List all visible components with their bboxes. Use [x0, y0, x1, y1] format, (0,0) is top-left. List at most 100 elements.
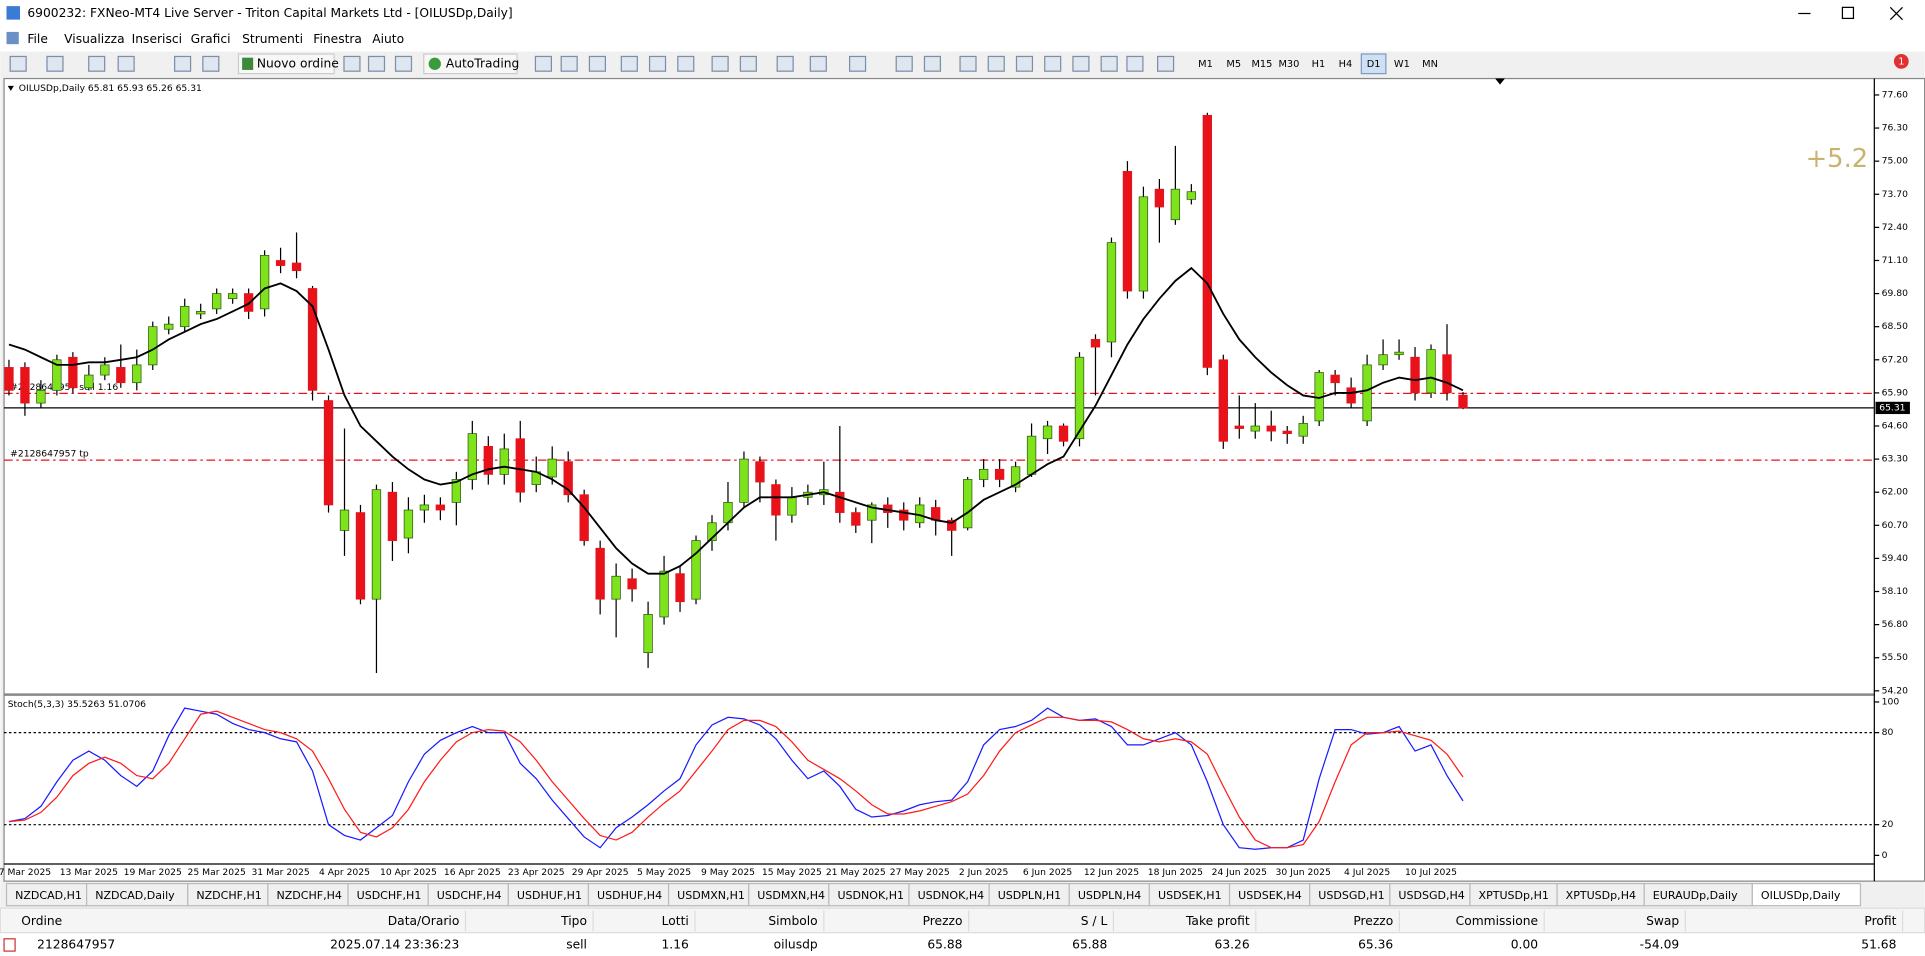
symbol-tab-label[interactable]: NZDCHF,H1	[196, 889, 261, 902]
tool-icon[interactable]	[1126, 55, 1144, 72]
tool-icon[interactable]	[959, 55, 977, 72]
symbol-tab-label[interactable]: USDHUF,H1	[517, 889, 582, 902]
symbol-tab-label[interactable]: NZDCAD,H1	[15, 889, 82, 902]
close[interactable]	[1889, 6, 1903, 21]
app-icon	[6, 6, 20, 20]
candle-body	[755, 461, 765, 483]
tool-icon[interactable]	[739, 55, 757, 72]
timeframe-button[interactable]: M5	[1226, 59, 1241, 70]
candle-body	[978, 468, 989, 480]
timeframe-button[interactable]: M1	[1198, 59, 1213, 70]
tool-icon[interactable]	[1015, 55, 1034, 72]
symbol-tab-label[interactable]: XPTUSDp,H1	[1479, 889, 1549, 902]
menu-item[interactable]: Inserisci	[132, 32, 182, 46]
tool-icon[interactable]	[560, 55, 578, 72]
tool-icon[interactable]	[88, 55, 106, 72]
autotrading-label[interactable]: AutoTrading	[446, 56, 519, 70]
symbol-tab-label[interactable]: USDNOK,H4	[918, 889, 985, 902]
tool-icon[interactable]	[9, 55, 27, 72]
window-controls[interactable]	[1798, 6, 1903, 21]
symbol-tab-label[interactable]: USDSEK,H1	[1158, 889, 1222, 902]
price-tick-label: 65.90	[1882, 387, 1908, 398]
candle-body	[739, 458, 749, 503]
tool-icon[interactable]	[776, 55, 794, 72]
tool-icon[interactable]	[117, 55, 135, 72]
symbol-tab-label[interactable]: EURAUDp,Daily	[1653, 889, 1738, 902]
timeframe-button[interactable]: H4	[1339, 59, 1353, 70]
menu-item[interactable]: File	[27, 32, 48, 46]
column-header[interactable]: Ordine	[21, 914, 62, 928]
tool-icon[interactable]	[1044, 55, 1062, 72]
column-header[interactable]: Tipo	[560, 914, 587, 928]
column-header[interactable]: Commissione	[1456, 914, 1538, 928]
column-header[interactable]: Lotti	[662, 914, 689, 928]
tool-icon[interactable]	[367, 55, 386, 72]
autotrading-button[interactable]	[423, 53, 518, 75]
symbol-tab-label[interactable]: USDCHF,H1	[357, 889, 422, 902]
timeframe-button[interactable]: MN	[1422, 59, 1438, 70]
symbol-tab-label[interactable]: USDPLN,H4	[1078, 889, 1141, 902]
column-header[interactable]: Profit	[1864, 914, 1896, 928]
menu-item[interactable]: Aiuto	[372, 32, 404, 46]
symbol-tab-label[interactable]: USDNOK,H1	[837, 889, 904, 902]
notification-badge[interactable]	[1893, 53, 1909, 69]
date-label: 13 Mar 2025	[60, 867, 118, 878]
menu-item[interactable]: Visualizza	[64, 32, 124, 46]
symbol-tab-label[interactable]: NZDCHF,H4	[276, 889, 341, 902]
tool-icon[interactable]	[848, 55, 867, 72]
menu-item[interactable]: Strumenti	[242, 32, 303, 46]
tool-icon[interactable]	[987, 55, 1005, 72]
column-header[interactable]: S / L	[1081, 914, 1108, 928]
candle-body	[994, 468, 1005, 480]
tool-icon[interactable]	[174, 55, 192, 72]
symbol-tab-label[interactable]: USDSGD,H1	[1318, 889, 1384, 902]
tool-icon[interactable]	[711, 55, 729, 72]
timeframe-button[interactable]: M15	[1251, 59, 1272, 70]
stoch-line	[8, 710, 1464, 849]
column-header[interactable]: Simbolo	[768, 914, 817, 928]
symbol-tab-label[interactable]: USDMXN,H4	[757, 889, 825, 902]
tool-icon[interactable]	[809, 55, 827, 72]
table-cell: -54.09	[1640, 937, 1680, 951]
timeframe-active	[1360, 53, 1387, 75]
menu-item[interactable]: Finestra	[313, 32, 362, 46]
symbol-tab-label[interactable]: USDCHF,H4	[437, 889, 502, 902]
tool-icon[interactable]	[46, 55, 64, 72]
notification-count[interactable]: 1	[1898, 56, 1904, 67]
menu-item[interactable]: Grafici	[191, 32, 231, 46]
symbol-tab-label[interactable]: OILUSDp,Daily	[1761, 889, 1841, 902]
tool-icon[interactable]	[202, 55, 220, 72]
tool-icon[interactable]	[620, 55, 638, 72]
symbol-tab-label[interactable]: USDSGD,H4	[1398, 889, 1464, 902]
maximize[interactable]	[1841, 6, 1855, 20]
tool-icon[interactable]	[534, 55, 552, 72]
timeframe-button[interactable]: D1	[1367, 59, 1381, 70]
symbol-tab[interactable]	[1751, 882, 1862, 907]
tool-icon[interactable]	[394, 55, 413, 72]
timeframe-button[interactable]: W1	[1394, 59, 1410, 70]
column-header[interactable]: Data/Orario	[388, 914, 460, 928]
tool-icon[interactable]	[677, 55, 695, 72]
symbol-tab-label[interactable]: XPTUSDp,H4	[1566, 889, 1636, 902]
tool-icon[interactable]	[923, 55, 942, 72]
timeframe-button[interactable]: M30	[1278, 59, 1299, 70]
column-header[interactable]: Take profit	[1185, 914, 1250, 928]
timeframe-button[interactable]: H1	[1312, 59, 1326, 70]
tool-icon[interactable]	[648, 55, 667, 72]
symbol-tab-label[interactable]: USDSEK,H4	[1238, 889, 1302, 902]
symbol-tab-label[interactable]: USDPLN,H1	[998, 889, 1061, 902]
new-order-button[interactable]	[237, 53, 335, 75]
column-header[interactable]: Prezzo	[923, 914, 963, 928]
tool-icon[interactable]	[1072, 55, 1090, 72]
symbol-tab-label[interactable]: USDHUF,H4	[597, 889, 662, 902]
column-header[interactable]: Prezzo	[1353, 914, 1393, 928]
tool-icon[interactable]	[588, 55, 606, 72]
column-header[interactable]: Swap	[1646, 914, 1679, 928]
symbol-tab-label[interactable]: NZDCAD,Daily	[95, 889, 175, 902]
symbol-tab-label[interactable]: USDMXN,H1	[677, 889, 745, 902]
tool-icon[interactable]	[1157, 55, 1175, 72]
tool-icon[interactable]	[1100, 55, 1118, 72]
tool-icon[interactable]	[343, 55, 361, 72]
tool-icon[interactable]	[895, 55, 913, 72]
new-order-label[interactable]: Nuovo ordine	[257, 56, 339, 70]
